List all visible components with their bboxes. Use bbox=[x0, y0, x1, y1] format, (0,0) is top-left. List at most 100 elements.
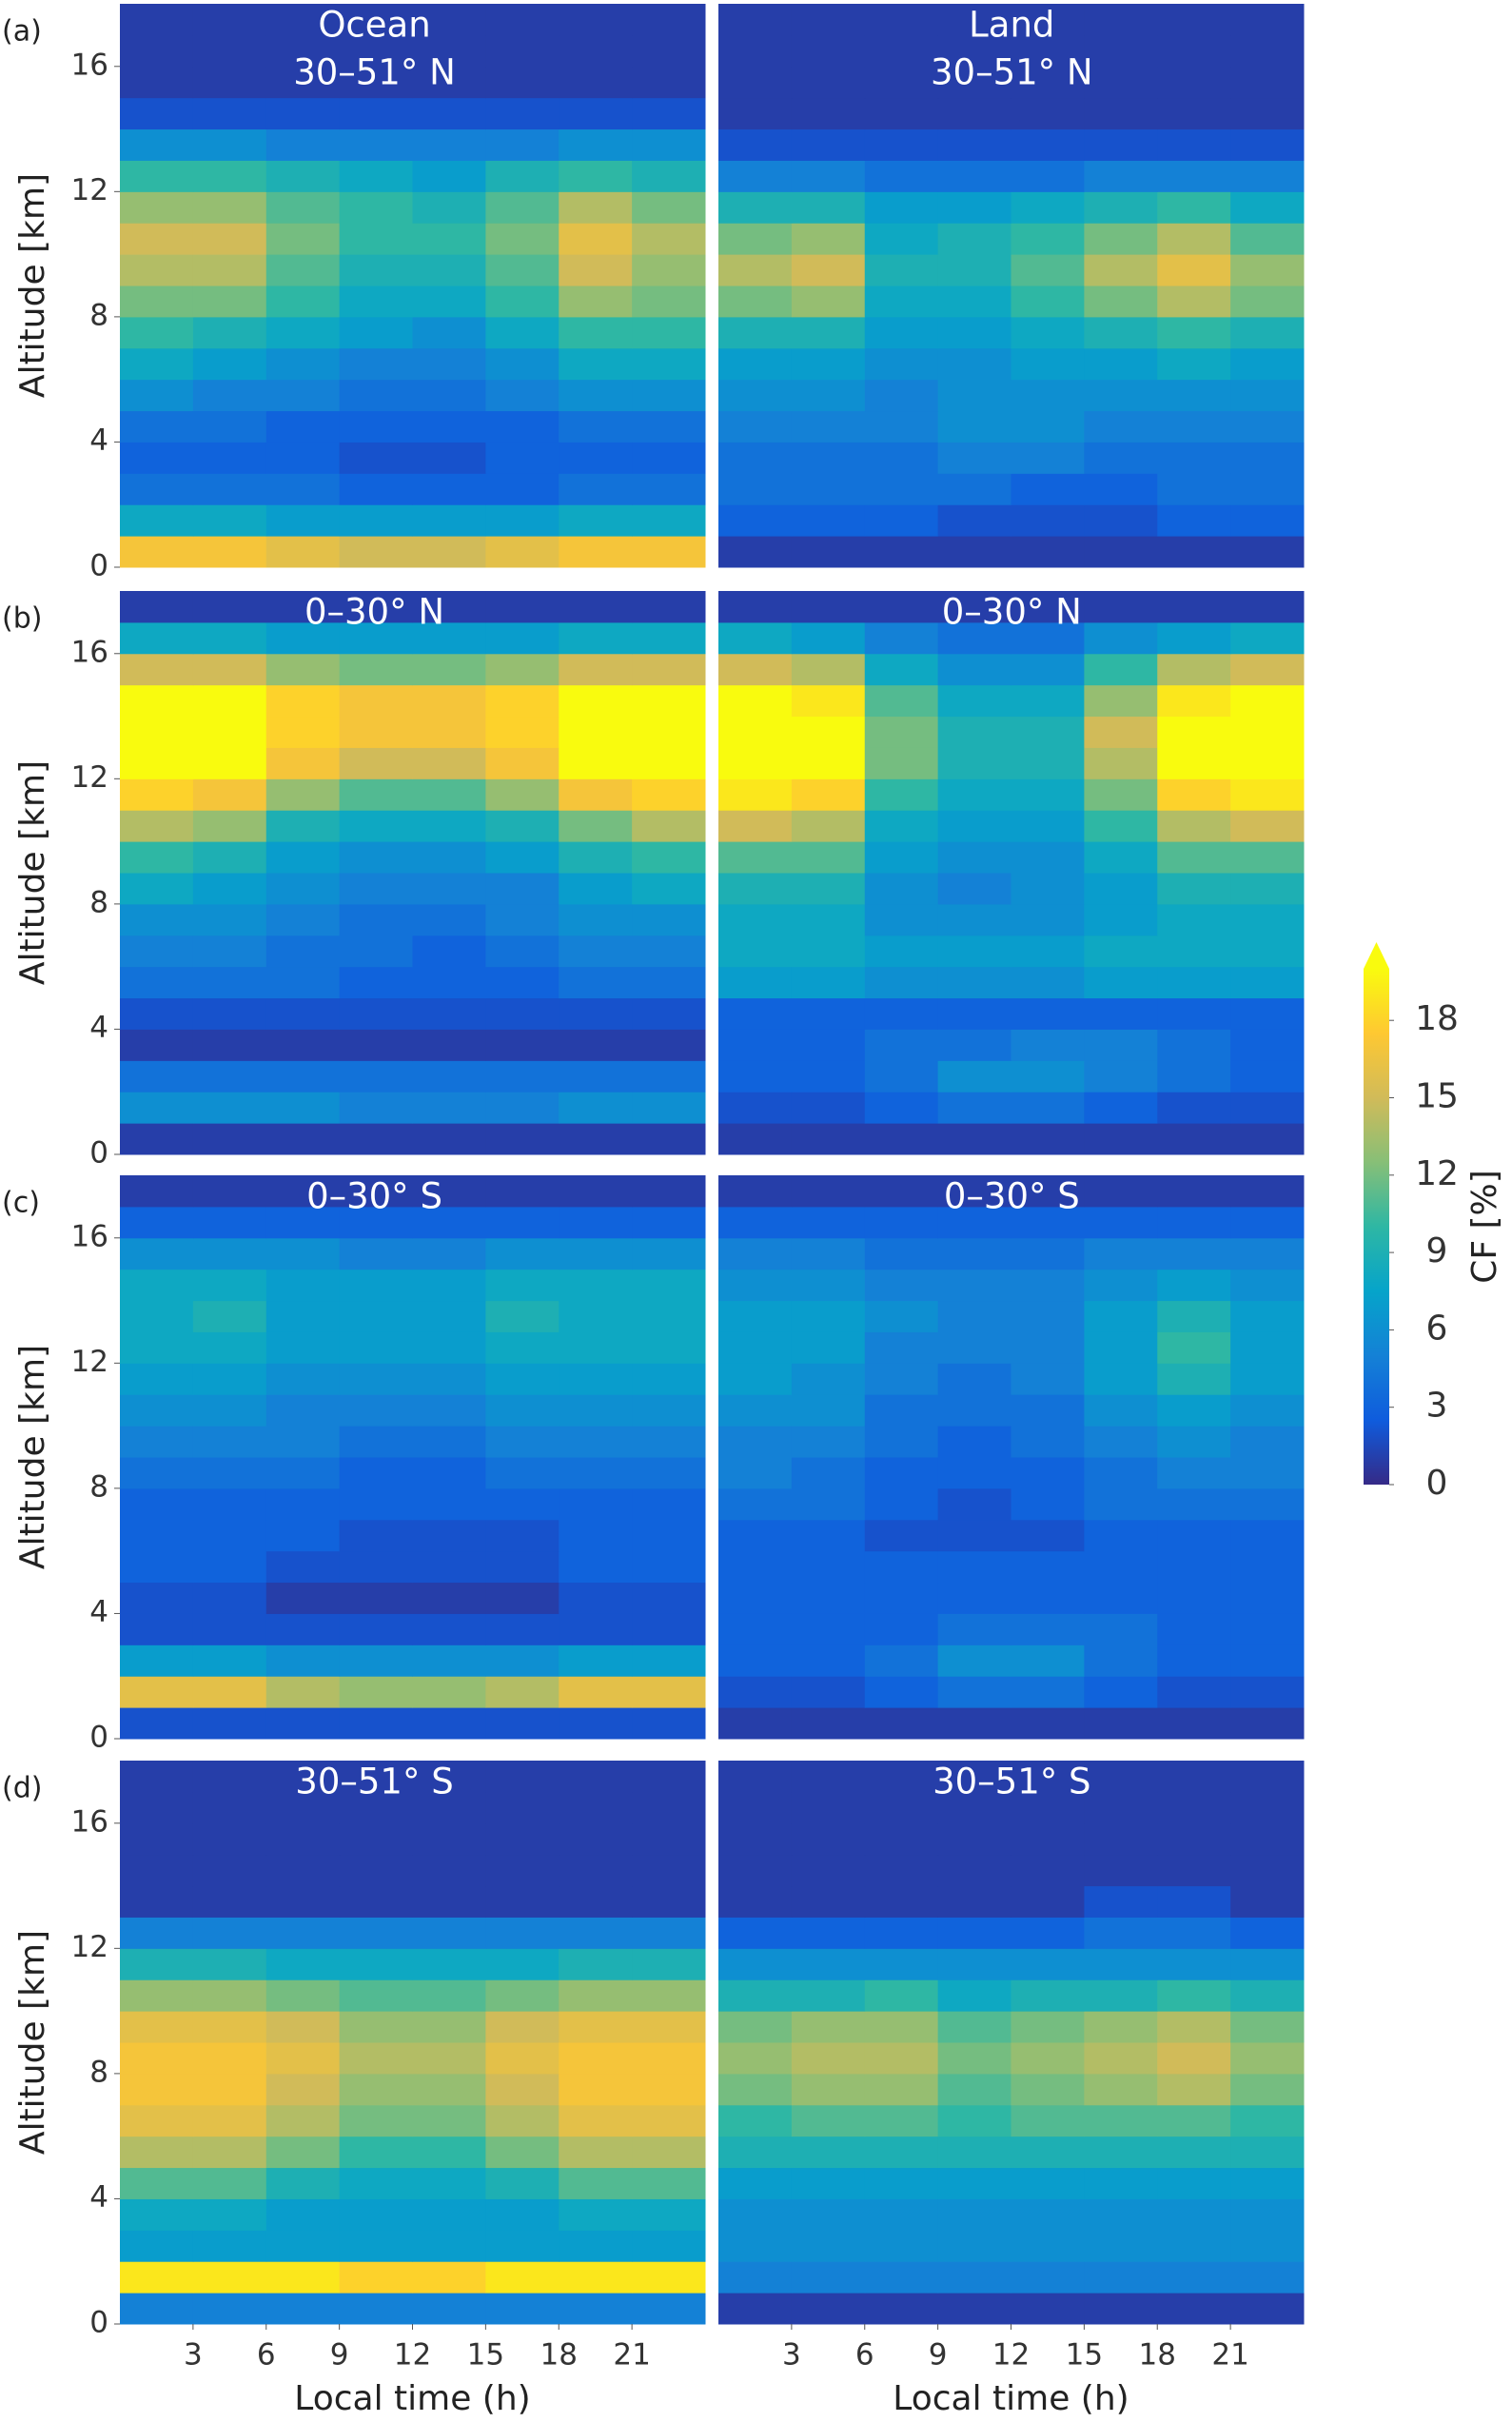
heatmap-cell bbox=[485, 1331, 560, 1364]
heatmap-cell bbox=[265, 653, 341, 686]
heatmap-cell bbox=[192, 1644, 267, 1677]
heatmap-cell bbox=[718, 1457, 793, 1489]
heatmap-cell bbox=[265, 2261, 341, 2294]
heatmap-cell bbox=[339, 1917, 413, 1949]
heatmap-cell bbox=[1084, 1582, 1158, 1614]
heatmap-cell bbox=[791, 1331, 866, 1364]
heatmap-cell bbox=[412, 1854, 486, 1887]
heatmap-cell bbox=[632, 1487, 706, 1521]
heatmap-cell bbox=[1011, 1519, 1085, 1552]
x-tick-label: 9 bbox=[929, 2338, 948, 2373]
x-tick-label: 6 bbox=[855, 2338, 874, 2373]
heatmap-cell bbox=[485, 2042, 560, 2075]
heatmap-cell bbox=[791, 347, 866, 381]
heatmap-cell bbox=[412, 1822, 486, 1856]
heatmap-cell bbox=[559, 66, 633, 99]
heatmap-cell bbox=[412, 1948, 486, 1980]
heatmap-cell bbox=[485, 1550, 560, 1584]
heatmap-cell bbox=[1084, 966, 1158, 999]
heatmap-cell bbox=[937, 504, 1011, 537]
heatmap-cell bbox=[120, 841, 194, 874]
heatmap-cell bbox=[265, 591, 341, 623]
heatmap-cell bbox=[1084, 935, 1158, 968]
heatmap-cell bbox=[1230, 997, 1305, 1030]
heatmap-cell bbox=[791, 254, 866, 286]
heatmap-cell bbox=[412, 1761, 486, 1793]
heatmap-cell bbox=[791, 1092, 866, 1124]
heatmap-cell bbox=[632, 473, 706, 505]
heatmap-cell bbox=[1011, 2136, 1085, 2169]
heatmap-cell bbox=[791, 1175, 866, 1208]
heatmap-cell bbox=[1157, 1854, 1231, 1887]
heatmap-cell bbox=[864, 1979, 939, 2012]
heatmap-cell bbox=[120, 2073, 194, 2106]
heatmap-cell bbox=[1084, 1791, 1158, 1824]
heatmap-cell bbox=[1230, 2104, 1305, 2137]
heatmap-cell bbox=[192, 778, 267, 811]
heatmap-cell bbox=[632, 410, 706, 443]
panel-header: Ocean bbox=[318, 5, 430, 46]
heatmap-cell bbox=[339, 1426, 413, 1458]
heatmap-cell bbox=[864, 1519, 939, 1552]
heatmap-cell bbox=[120, 1613, 194, 1645]
heatmap-cell bbox=[1084, 1457, 1158, 1489]
heatmap-cell bbox=[265, 1394, 341, 1427]
heatmap-cell bbox=[718, 716, 793, 748]
heatmap-cell bbox=[1084, 347, 1158, 381]
heatmap-cell bbox=[192, 1582, 267, 1614]
heatmap-cell bbox=[412, 254, 486, 286]
heatmap-cell bbox=[559, 1123, 633, 1155]
heatmap-cell bbox=[120, 1885, 194, 1918]
heatmap-cell bbox=[1230, 653, 1305, 686]
heatmap-cell bbox=[864, 442, 939, 474]
heatmap-cell bbox=[864, 653, 939, 686]
heatmap-cell bbox=[485, 2136, 560, 2169]
heatmap-cell bbox=[1230, 1457, 1305, 1489]
heatmap-cell bbox=[485, 591, 560, 623]
heatmap-cell bbox=[791, 160, 866, 192]
heatmap-cell bbox=[718, 684, 793, 718]
heatmap-cell bbox=[120, 716, 194, 748]
heatmap-cell bbox=[1011, 1206, 1085, 1239]
heatmap-cell bbox=[1230, 2136, 1305, 2169]
heatmap-cell bbox=[339, 2073, 413, 2106]
heatmap-cell bbox=[120, 1060, 194, 1093]
heatmap-cell bbox=[265, 66, 341, 99]
heatmap-cell bbox=[412, 504, 486, 537]
heatmap-cell bbox=[192, 935, 267, 968]
heatmap-cell bbox=[718, 2136, 793, 2169]
heatmap-cell bbox=[864, 191, 939, 224]
heatmap-cell bbox=[718, 591, 793, 623]
heatmap-cell bbox=[632, 2136, 706, 2169]
heatmap-cell bbox=[412, 810, 486, 842]
heatmap-cell bbox=[265, 1269, 341, 1302]
y-tick-label: 8 bbox=[89, 1469, 108, 1504]
heatmap-cell bbox=[1084, 873, 1158, 905]
heatmap-cell bbox=[632, 1917, 706, 1949]
heatmap-cell bbox=[120, 536, 194, 568]
heatmap-cell bbox=[1230, 1885, 1305, 1918]
heatmap-cell bbox=[791, 873, 866, 905]
heatmap-cell bbox=[791, 1550, 866, 1584]
heatmap-cell bbox=[192, 716, 267, 748]
heatmap-cell bbox=[412, 1487, 486, 1521]
heatmap-cell bbox=[632, 2167, 706, 2199]
heatmap-cell bbox=[1230, 2261, 1305, 2294]
heatmap-cell bbox=[1157, 66, 1231, 99]
heatmap-cell bbox=[632, 536, 706, 568]
heatmap-cell bbox=[1084, 1029, 1158, 1061]
heatmap-cell bbox=[265, 2104, 341, 2137]
heatmap-cell bbox=[1011, 504, 1085, 537]
heatmap-cell bbox=[559, 1457, 633, 1489]
heatmap-cell bbox=[192, 621, 267, 655]
heatmap-cell bbox=[559, 684, 633, 718]
heatmap-cell bbox=[265, 191, 341, 224]
heatmap-cell bbox=[718, 778, 793, 811]
heatmap-cell bbox=[412, 1300, 486, 1332]
y-tick-label: 8 bbox=[89, 2055, 108, 2089]
heatmap-cell bbox=[1084, 316, 1158, 349]
heatmap-cell bbox=[1084, 2167, 1158, 2199]
heatmap-cell bbox=[937, 536, 1011, 568]
heatmap-cell bbox=[1157, 935, 1231, 968]
heatmap-cell bbox=[120, 1300, 194, 1332]
